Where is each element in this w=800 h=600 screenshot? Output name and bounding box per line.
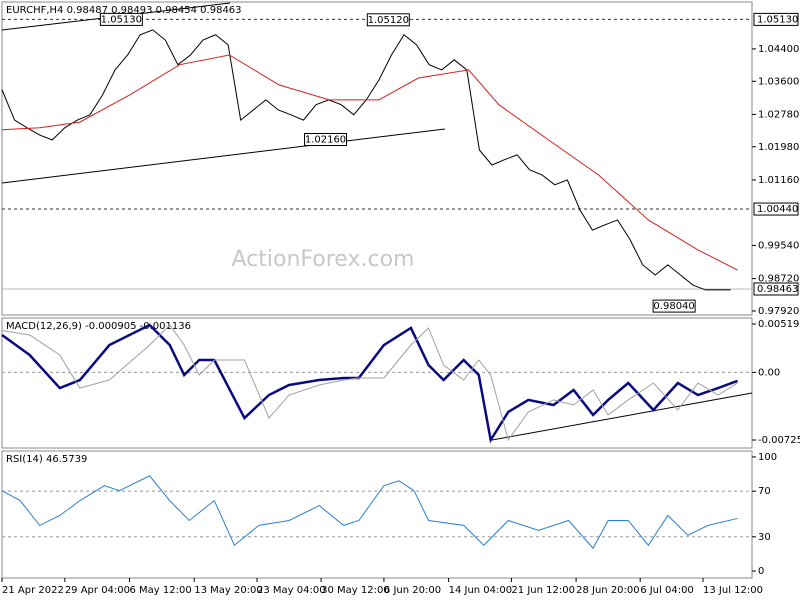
y-tick-label: 100 bbox=[758, 452, 777, 463]
level-box bbox=[753, 12, 799, 26]
x-tick-label: 14 Jun 04:00 bbox=[449, 585, 513, 596]
x-tick-label: 6 May 12:00 bbox=[130, 585, 192, 596]
y-tick-label: 30 bbox=[758, 532, 771, 543]
x-tick-label: 13 Jul 12:00 bbox=[703, 585, 763, 596]
annotation-label: 1.02160 bbox=[305, 134, 346, 145]
y-tick-label: 0 bbox=[758, 566, 764, 577]
series-line bbox=[1, 323, 738, 444]
y-tick-label: 70 bbox=[758, 486, 771, 497]
annotation-box bbox=[366, 13, 410, 27]
y-tick-label: 0.00 bbox=[758, 367, 780, 378]
y-tick-label: 0.98720 bbox=[758, 274, 799, 285]
trendline bbox=[1, 128, 446, 184]
x-tick-label: 23 May 04:00 bbox=[257, 585, 326, 596]
x-tick-label: 29 Apr 04:00 bbox=[65, 585, 130, 596]
annotation-label: 1.05120 bbox=[368, 15, 409, 26]
trendline bbox=[491, 392, 753, 441]
level-box bbox=[753, 202, 799, 216]
macd-panel bbox=[1, 317, 753, 449]
y-tick-label: 0.005196 bbox=[758, 319, 800, 330]
y-tick-label: 1.02780 bbox=[758, 109, 799, 120]
y-tick-label: 0.99540 bbox=[758, 240, 799, 251]
y-tick-label: 1.03600 bbox=[758, 76, 799, 87]
level-box bbox=[753, 282, 799, 296]
x-tick-label: 6 Jun 20:00 bbox=[384, 585, 441, 596]
watermark: ActionForex.com bbox=[232, 247, 415, 272]
rsi-title: RSI(14) 46.5739 bbox=[6, 454, 87, 465]
y-tick-label: 1.01980 bbox=[758, 142, 799, 153]
rsi-panel bbox=[1, 450, 753, 579]
y-tick-label: 1.04400 bbox=[758, 44, 799, 55]
level-label: 1.00440 bbox=[757, 204, 798, 215]
x-tick-label: 21 Jun 12:00 bbox=[511, 585, 575, 596]
annotation-box bbox=[99, 12, 143, 26]
annotation-label: 1.05130 bbox=[101, 14, 142, 25]
y-tick-label: 1.01160 bbox=[758, 175, 799, 186]
x-tick-label: 6 Jul 04:00 bbox=[640, 585, 694, 596]
price-panel bbox=[1, 1, 753, 316]
price-title: EURCHF,H4 0.98487 0.98493 0.98454 0.9846… bbox=[6, 5, 242, 16]
x-tick-label: 21 Apr 2022 bbox=[2, 585, 64, 596]
series-line bbox=[1, 324, 738, 442]
x-tick-label: 13 May 20:00 bbox=[194, 585, 263, 596]
macd-title: MACD(12,26,9) -0.000905 -0.001136 bbox=[6, 321, 191, 332]
x-tick-label: 28 Jun 20:00 bbox=[576, 585, 640, 596]
annotation-label: 0.98040 bbox=[653, 301, 694, 312]
y-tick-label: -0.007259 bbox=[758, 435, 800, 446]
annotation-box bbox=[652, 299, 696, 313]
series-line bbox=[1, 475, 738, 550]
y-tick-label: 0.97920 bbox=[758, 306, 799, 317]
annotation-box bbox=[303, 132, 347, 146]
x-tick-label: 30 May 12:00 bbox=[321, 585, 390, 596]
series-line bbox=[1, 54, 738, 271]
level-label: 1.05130 bbox=[757, 14, 798, 25]
level-label: 0.98463 bbox=[757, 284, 798, 295]
